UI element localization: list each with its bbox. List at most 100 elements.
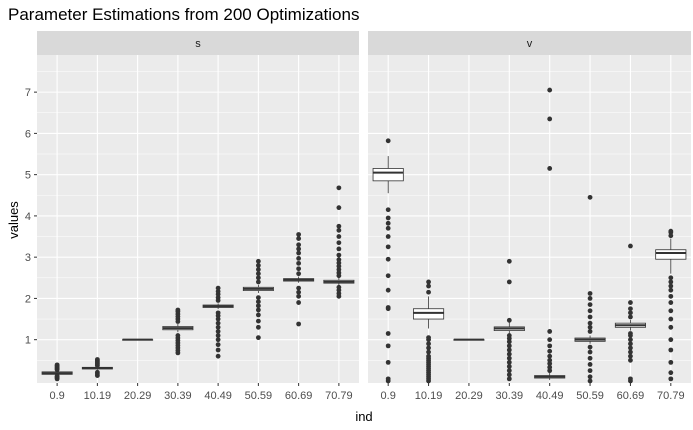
outlier-point xyxy=(547,116,553,122)
outlier-point xyxy=(296,300,302,305)
outlier-point xyxy=(668,293,674,299)
outlier-point xyxy=(547,87,553,93)
outlier-point xyxy=(336,260,342,266)
x-axis: 0.9 10.19 20.29 30.39 40.49 50.59 60.69 70.79 0.… xyxy=(49,383,685,402)
box-10.19 xyxy=(81,357,113,378)
outlier-point xyxy=(175,333,181,338)
outlier-point xyxy=(587,296,593,301)
box-body xyxy=(413,308,445,320)
outlier-point xyxy=(255,263,261,268)
outlier-point xyxy=(506,355,512,361)
outlier-point xyxy=(506,376,512,382)
outlier-point xyxy=(668,347,674,353)
outlier-point xyxy=(587,344,593,350)
outlier-point xyxy=(255,271,261,277)
box-60.69 xyxy=(614,243,646,384)
outlier-point xyxy=(587,374,593,380)
outlier-point xyxy=(296,256,302,261)
outlier-point xyxy=(547,329,553,334)
outlier-point xyxy=(296,246,302,252)
outlier-point xyxy=(628,357,633,363)
outlier-point xyxy=(547,353,553,359)
outlier-point xyxy=(336,270,342,276)
outlier-point xyxy=(426,349,431,355)
box-0.9 xyxy=(41,362,73,382)
facet-strip xyxy=(37,31,359,55)
outlier-point xyxy=(426,353,431,359)
outlier-point xyxy=(668,324,674,330)
outlier-point xyxy=(587,329,593,334)
outlier-point xyxy=(215,337,221,343)
outlier-point xyxy=(547,364,553,370)
outlier-point xyxy=(296,266,302,272)
outlier-point xyxy=(587,320,593,326)
outlier-point xyxy=(587,349,593,355)
outlier-point xyxy=(506,333,512,338)
x-tick-label: 20.29 xyxy=(455,390,483,402)
box-30.39 xyxy=(162,307,194,356)
outlier-point xyxy=(668,376,674,382)
outlier-point xyxy=(426,341,431,347)
outlier-point xyxy=(215,333,221,338)
x-tick-label: 30.39 xyxy=(164,390,192,402)
outlier-point xyxy=(385,225,391,231)
outlier-point xyxy=(296,289,302,295)
outlier-point xyxy=(255,295,261,300)
outlier-point xyxy=(628,345,633,351)
x-tick-label: 70.79 xyxy=(657,390,685,402)
facet-strip-label: s xyxy=(195,38,201,50)
outlier-point xyxy=(587,291,593,296)
outlier-point xyxy=(628,310,633,316)
outlier-point xyxy=(255,324,261,330)
outlier-point xyxy=(336,246,342,252)
box-50.59 xyxy=(242,258,274,341)
outlier-point xyxy=(668,275,674,281)
outlier-point xyxy=(54,373,60,379)
y-tick-label: 3 xyxy=(25,252,31,264)
outlier-point xyxy=(296,242,302,248)
outlier-point xyxy=(296,260,302,266)
outlier-point xyxy=(668,287,674,293)
outlier-point xyxy=(587,355,593,361)
y-tick-label: 1 xyxy=(25,335,31,347)
box-0.9 xyxy=(372,138,404,384)
outlier-point xyxy=(385,331,391,336)
outlier-point xyxy=(385,343,391,349)
outlier-point xyxy=(255,303,261,309)
outlier-point xyxy=(385,305,391,310)
x-tick-label: 0.9 xyxy=(381,390,396,402)
outlier-point xyxy=(547,343,553,349)
y-axis: 1 2 3 4 5 6 7 xyxy=(25,87,37,347)
outlier-point xyxy=(547,348,553,354)
outlier-point xyxy=(336,234,342,239)
box-70.79 xyxy=(323,185,355,299)
outlier-point xyxy=(506,368,512,374)
y-tick-label: 7 xyxy=(25,87,31,99)
outlier-point xyxy=(296,250,302,256)
chart-title: Parameter Estimations from 200 Optimizat… xyxy=(8,5,359,24)
outlier-point xyxy=(506,279,512,285)
box-10.19 xyxy=(413,279,445,384)
outlier-point xyxy=(255,279,261,285)
outlier-point xyxy=(385,138,391,144)
outlier-point xyxy=(587,314,593,320)
outlier-point xyxy=(668,359,674,365)
outlier-point xyxy=(54,362,60,368)
outlier-point xyxy=(385,256,391,262)
outlier-point xyxy=(668,283,674,289)
outlier-point xyxy=(426,345,431,351)
outlier-point xyxy=(547,361,553,367)
outlier-point xyxy=(385,207,391,213)
box-40.49 xyxy=(534,87,566,381)
outlier-point xyxy=(668,233,674,239)
outlier-point xyxy=(547,337,553,343)
outlier-point xyxy=(668,300,674,305)
outlier-point xyxy=(628,349,633,355)
x-tick-label: 60.69 xyxy=(285,390,313,402)
outlier-point xyxy=(296,285,302,291)
outlier-point xyxy=(628,353,633,359)
box-30.39 xyxy=(493,258,525,382)
outlier-point xyxy=(628,243,633,249)
outlier-point xyxy=(336,185,342,191)
